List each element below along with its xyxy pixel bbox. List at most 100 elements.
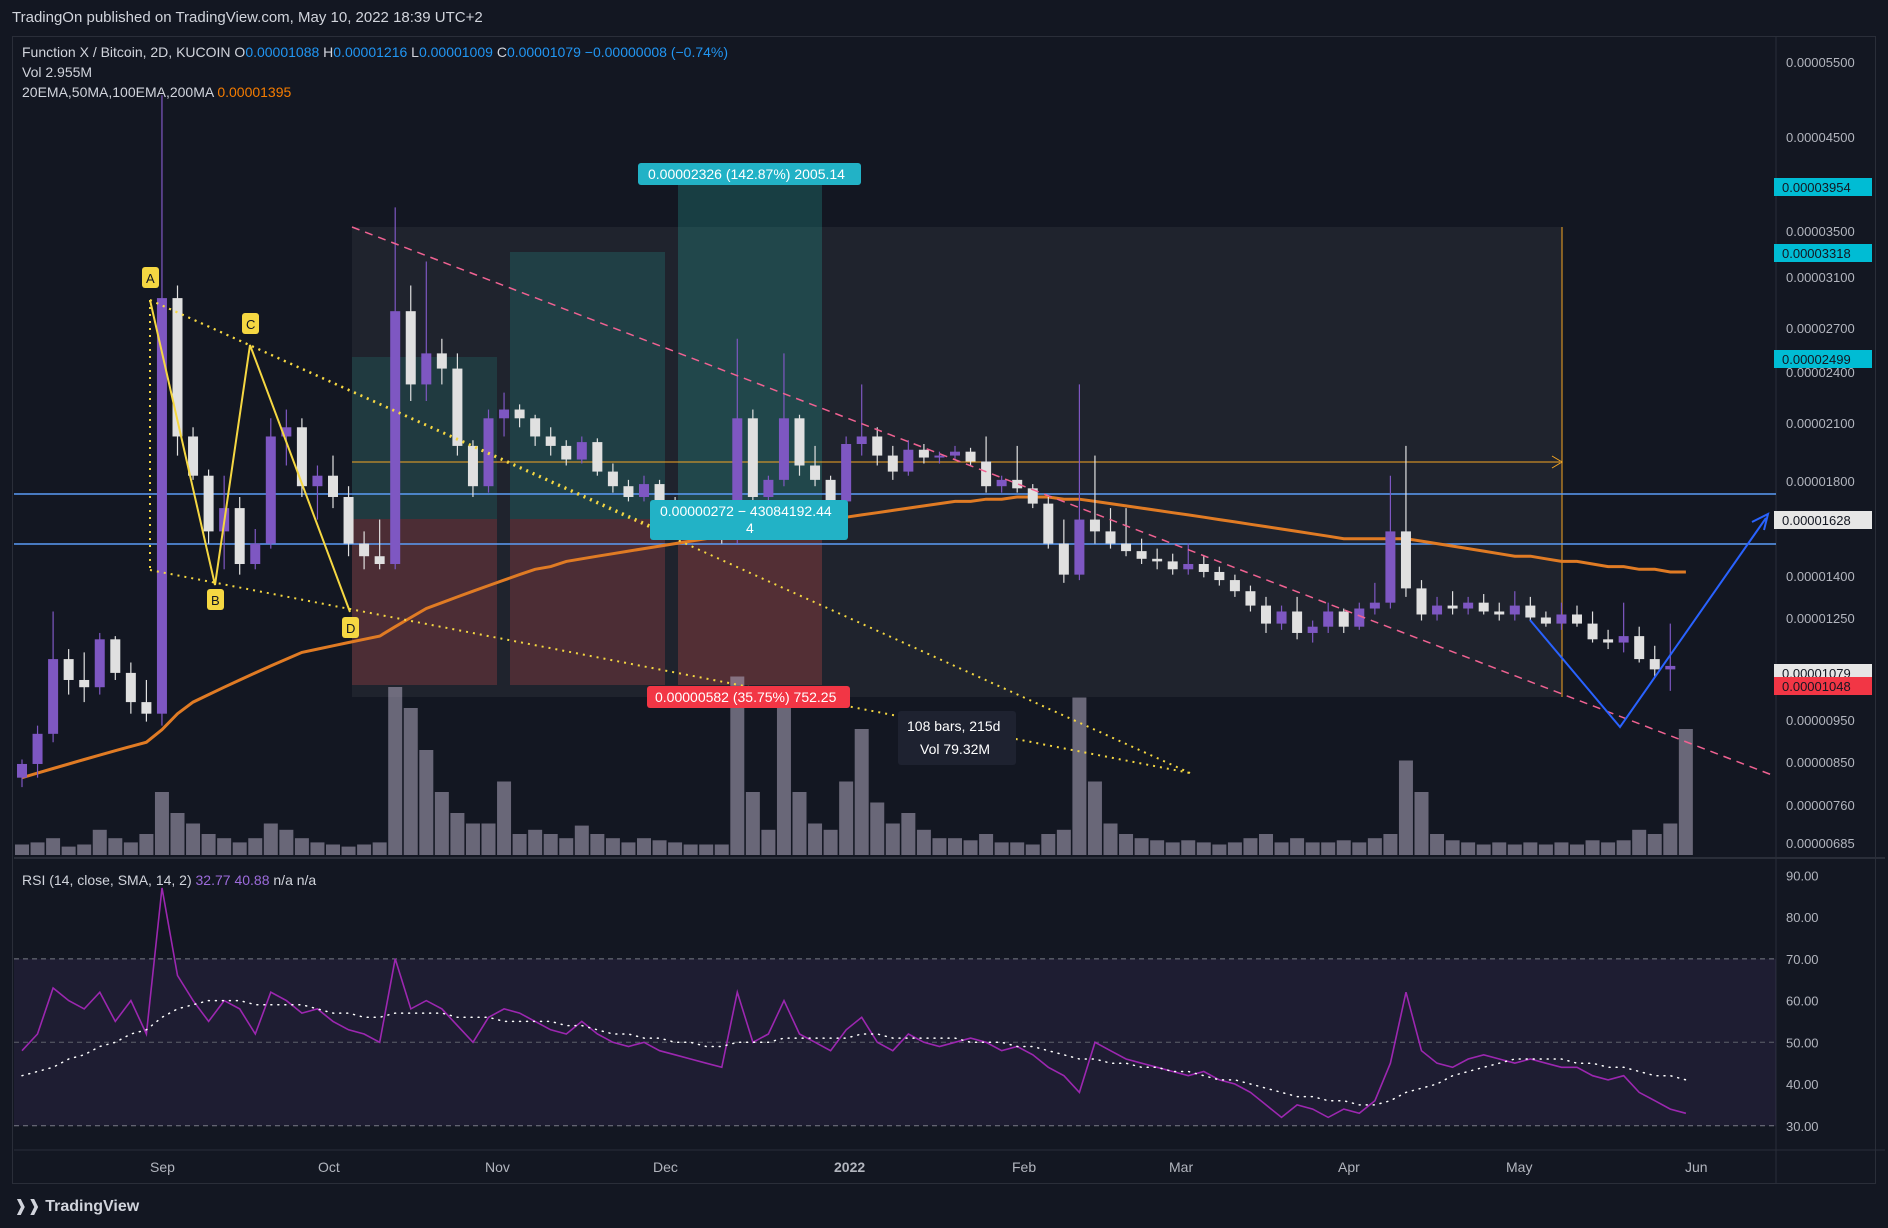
volume-bar — [1430, 834, 1445, 855]
volume-bar — [1196, 842, 1211, 855]
candle-body — [172, 298, 183, 437]
volume-bar — [1041, 834, 1056, 855]
pattern-point-label: A — [146, 271, 155, 286]
rsi-tick: 70.00 — [1786, 952, 1819, 967]
rsi-tick: 90.00 — [1786, 868, 1819, 883]
candle-body — [1540, 617, 1551, 624]
volume-bar — [916, 829, 931, 855]
target-label: 0.00002326 (142.87%) 2005.14 — [648, 166, 845, 182]
candle-body — [48, 659, 59, 734]
volume-bar — [326, 844, 340, 855]
volume-bar — [481, 823, 496, 855]
candle-body — [374, 556, 385, 565]
candle-body — [981, 461, 992, 487]
legend-symbol[interactable]: Function X / Bitcoin, 2D, KUCOIN — [22, 44, 231, 60]
candle-body — [452, 368, 463, 446]
candle-body — [32, 733, 43, 764]
volume-bar — [854, 729, 869, 855]
volume-bar — [808, 823, 823, 855]
volume-bar — [870, 802, 885, 855]
tradingview-logo[interactable]: ❱❱ TradingView — [14, 1198, 140, 1215]
volume-bar — [1570, 844, 1584, 855]
volume-bar — [1181, 840, 1196, 855]
volume-bar — [948, 838, 962, 855]
candle-body — [390, 311, 401, 565]
volume-bar — [357, 844, 372, 855]
volume-bar — [605, 838, 620, 855]
candle-body — [1167, 561, 1178, 570]
volume-bar — [310, 842, 325, 855]
price-badge — [1774, 178, 1872, 196]
time-label-dec: Dec — [653, 1159, 678, 1175]
range-info-bars: 108 bars, 215d — [907, 718, 1000, 734]
stop-label-box — [647, 686, 850, 708]
long-position-stop-3 — [678, 519, 822, 685]
pattern-point-badge — [342, 617, 359, 638]
volume-bar — [839, 781, 854, 855]
rsi-sma-value: 40.88 — [234, 872, 270, 888]
volume-bar — [932, 838, 947, 855]
candle-body — [250, 543, 261, 565]
price-tick: 0.00001400 — [1786, 569, 1855, 584]
candle-body — [94, 639, 105, 688]
volume-bar — [1056, 829, 1071, 855]
candle-body — [1012, 479, 1023, 489]
rsi-line — [21, 887, 1687, 1119]
volume-bar — [823, 829, 838, 855]
volume-bar — [201, 834, 216, 855]
candle-body — [312, 475, 323, 487]
candle-body — [1338, 611, 1349, 627]
candle-body — [1400, 531, 1411, 589]
volume-bar — [963, 840, 978, 855]
volume-bar — [403, 708, 418, 855]
candle-body — [654, 484, 665, 502]
volume-bar — [15, 844, 29, 855]
legend-ma-row: 20EMA,50MA,100EMA,200MA 0.00001395 — [22, 84, 292, 100]
volume-bar — [559, 838, 574, 855]
price-badge-label: 0.00001048 — [1782, 679, 1851, 694]
candle-body — [1618, 636, 1629, 643]
long-position-stop-2 — [510, 519, 665, 685]
volume-bar — [574, 825, 589, 855]
volume-bar — [512, 834, 527, 855]
abcd-pattern — [149, 299, 351, 613]
candle-body — [17, 763, 27, 778]
volume-bar — [139, 834, 154, 855]
volume-bar — [1523, 842, 1538, 855]
pattern-point-label: C — [246, 317, 255, 332]
candle-body — [1416, 588, 1427, 615]
price-badge-label: 0.00002499 — [1782, 352, 1851, 367]
candle-body — [934, 455, 945, 458]
price-badge-label: 0.00003318 — [1782, 246, 1851, 261]
volume-bar — [46, 838, 61, 855]
time-label-sep: Sep — [150, 1159, 175, 1175]
candle-body — [623, 486, 634, 497]
candle-body — [747, 418, 758, 497]
pattern-point-badge — [242, 313, 259, 334]
time-label-nov: Nov — [485, 1159, 510, 1175]
descending-trendline — [351, 226, 1773, 776]
candle-body — [1027, 488, 1038, 504]
price-tick: 0.00001800 — [1786, 474, 1855, 489]
price-badge — [1774, 350, 1872, 368]
candle-body — [841, 443, 852, 502]
candle-body — [732, 418, 743, 539]
candle-body — [1665, 665, 1676, 670]
candle-body — [996, 479, 1007, 487]
candle-body — [530, 418, 541, 437]
candle-body — [639, 484, 649, 497]
rsi-tick: 80.00 — [1786, 910, 1819, 925]
projection-arrow-head — [1751, 512, 1770, 531]
volume-bar — [1383, 834, 1398, 855]
volume-bar — [994, 842, 1009, 855]
volume-bar — [1367, 838, 1382, 855]
candle-body — [1074, 519, 1085, 575]
volume-bar — [1538, 844, 1553, 855]
price-tick: 0.00002400 — [1786, 365, 1855, 380]
volume-bar — [1165, 842, 1180, 855]
volume-bar — [108, 838, 123, 855]
candle-body — [810, 465, 821, 480]
volume-bar — [1227, 842, 1242, 855]
tv-logo-icon: ❱❱ — [14, 1198, 41, 1215]
